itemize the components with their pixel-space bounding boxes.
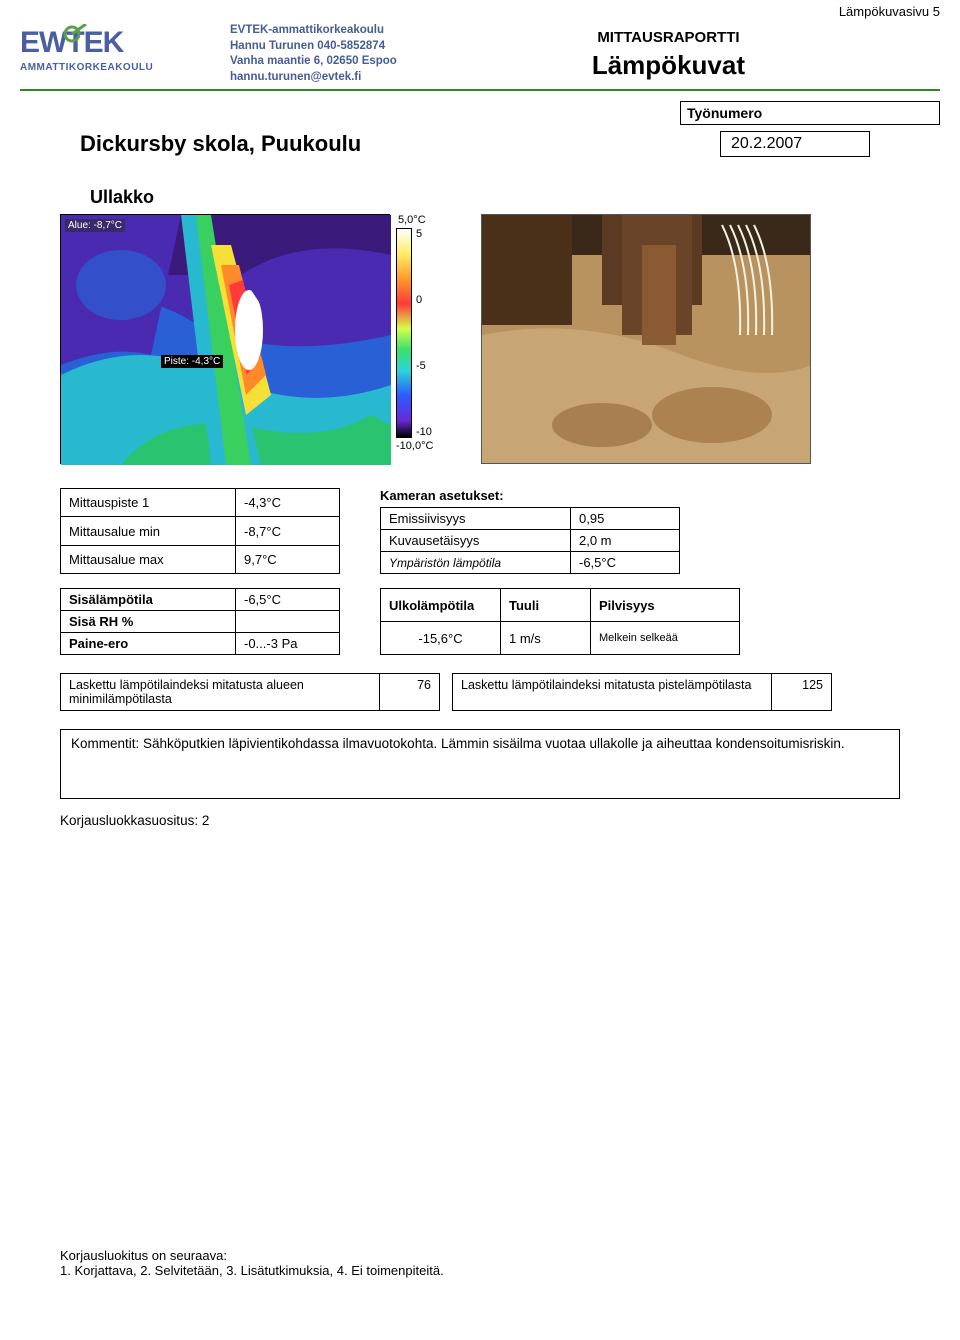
- outdoor-table: Ulkolämpötila Tuuli Pilvisyys -15,6°C 1 …: [380, 588, 740, 655]
- tables-row-1: Mittauspiste 1-4,3°C Mittausalue min-8,7…: [0, 464, 960, 574]
- scale-bottom: -10,0°C: [396, 440, 433, 452]
- cell: [236, 611, 340, 633]
- titles: MITTAUSRAPORTTI Lämpökuvat: [397, 23, 940, 81]
- cell: Ympäristön lämpötila: [381, 552, 571, 574]
- indoor-table: Sisälämpötila-6,5°C Sisä RH % Paine-ero-…: [60, 588, 340, 655]
- org-line: Vanha maantie 6, 02650 Espoo: [230, 54, 397, 70]
- thermal-area-label: Alue: -8,7°C: [65, 219, 125, 232]
- index-box-right: Laskettu lämpötilaindeksi mitatusta pist…: [452, 673, 832, 711]
- org-info: EVTEK-ammattikorkeakoulu Hannu Turunen 0…: [230, 23, 397, 85]
- date-box: 20.2.2007: [720, 131, 870, 157]
- color-scale: 5,0°C 5 0 -5 -10 -10,0°C: [396, 214, 451, 464]
- index-value: 125: [771, 674, 831, 710]
- cell: 0,95: [571, 508, 680, 530]
- section-heading: Ullakko: [90, 187, 960, 208]
- table-row: Mittausalue min-8,7°C: [61, 517, 340, 545]
- org-line: EVTEK-ammattikorkeakoulu: [230, 23, 397, 39]
- camera-settings-title: Kameran asetukset:: [380, 488, 680, 503]
- org-line: Hannu Turunen 040-5852874: [230, 39, 397, 55]
- table-row: Sisälämpötila-6,5°C: [61, 589, 340, 611]
- header: EWTEK AMMATTIKORKEAKOULU EVTEK-ammattiko…: [0, 19, 960, 85]
- photo-svg: [482, 215, 811, 464]
- table-row: -15,6°C 1 m/s Melkein selkeää: [381, 622, 740, 655]
- cell: Ulkolämpötila: [381, 589, 501, 622]
- job-number-label: Työnumero: [687, 105, 762, 121]
- job-number-row: Työnumero: [20, 101, 940, 125]
- camera-table: Emissiivisyys0,95 Kuvausetäisyys2,0 m Ym…: [380, 507, 680, 574]
- cell: Sisälämpötila: [61, 589, 236, 611]
- cell: Mittauspiste 1: [61, 489, 236, 517]
- cell: 2,0 m: [571, 530, 680, 552]
- table-row: Mittauspiste 1-4,3°C: [61, 489, 340, 517]
- cell: 1 m/s: [501, 622, 591, 655]
- tables-row-2: Sisälämpötila-6,5°C Sisä RH % Paine-ero-…: [0, 574, 960, 655]
- cell: Emissiivisyys: [381, 508, 571, 530]
- images-row: Alue: -8,7°C Piste: -4,3°C 5,0°C 5 0 -5 …: [0, 214, 960, 464]
- logo-block: EWTEK AMMATTIKORKEAKOULU EVTEK-ammattiko…: [20, 23, 397, 85]
- cell: Tuuli: [501, 589, 591, 622]
- location-row: Dickursby skola, Puukoulu 20.2.2007: [20, 131, 940, 157]
- ewtek-logo-icon: EWTEK AMMATTIKORKEAKOULU: [20, 24, 220, 84]
- cell: Paine-ero: [61, 633, 236, 655]
- thermal-image: Alue: -8,7°C Piste: -4,3°C: [60, 214, 390, 464]
- index-label: Laskettu lämpötilaindeksi mitatusta alue…: [61, 674, 379, 710]
- camera-settings: Kameran asetukset: Emissiivisyys0,95 Kuv…: [380, 488, 680, 574]
- svg-text:AMMATTIKORKEAKOULU: AMMATTIKORKEAKOULU: [20, 62, 153, 73]
- table-row: Paine-ero-0...-3 Pa: [61, 633, 340, 655]
- table-row: Sisä RH %: [61, 611, 340, 633]
- scale-ticks: 5 0 -5 -10: [412, 228, 432, 438]
- svg-text:EWTEK: EWTEK: [20, 26, 125, 59]
- table-row: Emissiivisyys0,95: [381, 508, 680, 530]
- table-header: Ulkolämpötila Tuuli Pilvisyys: [381, 589, 740, 622]
- table-row: Ympäristön lämpötila-6,5°C: [381, 552, 680, 574]
- comment-box: Kommentit: Sähköputkien läpivientikohdas…: [60, 729, 900, 799]
- cell: -8,7°C: [236, 517, 340, 545]
- index-label: Laskettu lämpötilaindeksi mitatusta pist…: [453, 674, 771, 710]
- cell: Mittausalue min: [61, 517, 236, 545]
- scale-tick: -10: [416, 426, 432, 438]
- footer-line: Korjausluokitus on seuraava:: [60, 1248, 900, 1263]
- thermal-svg: [61, 215, 391, 465]
- scale-top: 5,0°C: [396, 214, 426, 226]
- index-box-left: Laskettu lämpötilaindeksi mitatusta alue…: [60, 673, 440, 711]
- index-row: Laskettu lämpötilaindeksi mitatusta alue…: [0, 655, 960, 711]
- page-number: Lämpökuvasivu 5: [0, 0, 960, 19]
- scale-tick: 5: [416, 228, 432, 240]
- thermal-wrap: Alue: -8,7°C Piste: -4,3°C 5,0°C 5 0 -5 …: [60, 214, 451, 464]
- cell: -6,5°C: [571, 552, 680, 574]
- location: Dickursby skola, Puukoulu: [20, 131, 680, 157]
- index-value: 76: [379, 674, 439, 710]
- table-row: Mittausalue max9,7°C: [61, 545, 340, 573]
- thermal-point-label: Piste: -4,3°C: [161, 355, 223, 368]
- page: Lämpökuvasivu 5 EWTEK AMMATTIKORKEAKOULU…: [0, 0, 960, 1278]
- cell: Mittausalue max: [61, 545, 236, 573]
- footer-line: 1. Korjattava, 2. Selvitetään, 3. Lisätu…: [60, 1263, 900, 1278]
- scale-tick: 0: [416, 294, 432, 306]
- cell: -0...-3 Pa: [236, 633, 340, 655]
- divider: [20, 89, 940, 91]
- cell: -15,6°C: [381, 622, 501, 655]
- report-subtitle: Lämpökuvat: [397, 50, 940, 81]
- org-line: hannu.turunen@evtek.fi: [230, 70, 397, 86]
- cell: Melkein selkeää: [591, 622, 740, 655]
- cell: Sisä RH %: [61, 611, 236, 633]
- repair-class: Korjausluokkasuositus: 2: [60, 813, 900, 828]
- cell: 9,7°C: [236, 545, 340, 573]
- job-number-box: Työnumero: [680, 101, 940, 125]
- footer: Korjausluokitus on seuraava: 1. Korjatta…: [60, 1248, 900, 1278]
- report-title: MITTAUSRAPORTTI: [397, 29, 940, 46]
- scale-tick: -5: [416, 360, 432, 372]
- reference-photo: [481, 214, 811, 464]
- table-row: Kuvausetäisyys2,0 m: [381, 530, 680, 552]
- measurement-table: Mittauspiste 1-4,3°C Mittausalue min-8,7…: [60, 488, 340, 574]
- scale-bar: [396, 228, 412, 438]
- cell: Kuvausetäisyys: [381, 530, 571, 552]
- cell: -6,5°C: [236, 589, 340, 611]
- cell: Pilvisyys: [591, 589, 740, 622]
- cell: -4,3°C: [236, 489, 340, 517]
- date: 20.2.2007: [731, 135, 802, 153]
